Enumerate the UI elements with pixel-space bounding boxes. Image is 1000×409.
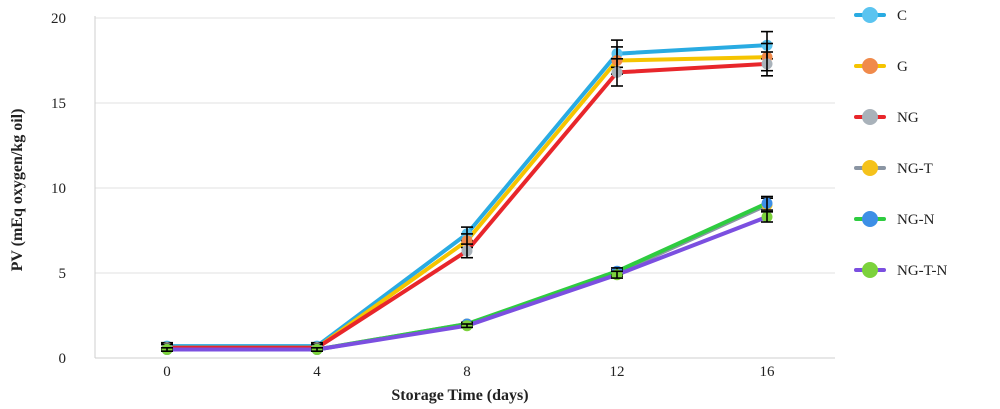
y-tick-label: 20 bbox=[51, 11, 66, 27]
x-tick-label: 12 bbox=[610, 364, 625, 380]
grid-layer bbox=[95, 17, 835, 359]
legend-label-C: C bbox=[897, 8, 907, 24]
series-line-C bbox=[165, 43, 769, 349]
legend-label-G: G bbox=[897, 59, 908, 75]
legend-marker-NG-T-N bbox=[862, 262, 878, 278]
series-layer bbox=[161, 30, 773, 355]
x-tick-label: 8 bbox=[463, 364, 471, 380]
legend-marker-NG-T bbox=[862, 160, 878, 176]
legend-label-NG-T-N: NG-T-N bbox=[897, 263, 947, 279]
y-tick-label: 15 bbox=[51, 96, 66, 112]
legend-marker-NG-N bbox=[862, 211, 878, 227]
y-tick-label: 5 bbox=[59, 266, 67, 282]
legend-label-NG: NG bbox=[897, 110, 919, 126]
legend-label-NG-N: NG-N bbox=[897, 212, 935, 228]
y-tick-label: 10 bbox=[51, 181, 66, 197]
axis-layer: 0 5 10 15 20 0 4 8 12 16 bbox=[51, 11, 835, 380]
x-tick-label: 4 bbox=[313, 364, 321, 380]
legend-marker-NG bbox=[862, 109, 878, 125]
legend-marker-G bbox=[862, 58, 878, 74]
legend: C G NG NG-T NG-N NG-T-N bbox=[854, 7, 947, 279]
series-line-G bbox=[165, 55, 769, 350]
y-tick-label: 0 bbox=[59, 351, 67, 367]
y-axis-title: PV (mEq oxygen/kg oil) bbox=[9, 109, 26, 272]
legend-marker-C bbox=[862, 7, 878, 23]
legend-label-NG-T: NG-T bbox=[897, 161, 933, 177]
series-line-NG bbox=[165, 61, 769, 350]
x-tick-label: 16 bbox=[760, 364, 776, 380]
x-axis-title: Storage Time (days) bbox=[391, 387, 528, 404]
x-tick-label: 0 bbox=[163, 364, 171, 380]
